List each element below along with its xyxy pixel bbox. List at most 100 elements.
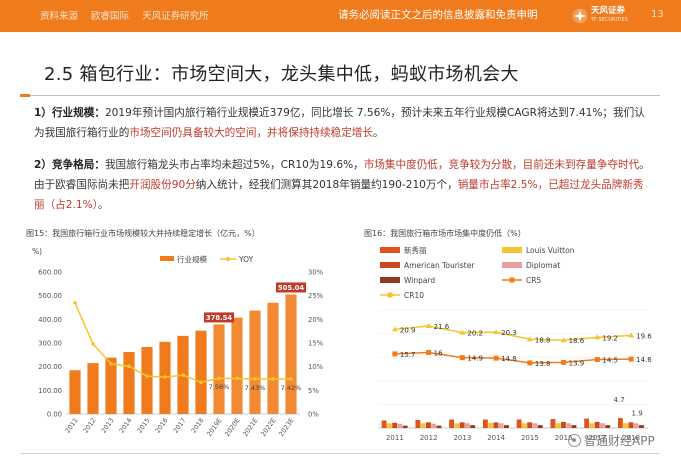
bar-market-size <box>249 310 261 414</box>
value-label-cr10: 20.9 <box>400 326 416 334</box>
logo-en-text: TF SECURITIES <box>591 17 628 23</box>
bar-2 <box>628 422 634 428</box>
x-tick-label: 2015 <box>136 417 152 435</box>
y-tick-left: 400.00 <box>38 316 62 324</box>
x-tick-label: 2015 <box>521 434 539 442</box>
y-tick-left: 600.00 <box>38 269 62 277</box>
value-label-cr5: 13.8 <box>535 360 551 368</box>
bar-0 <box>482 419 488 428</box>
point-cr5 <box>459 355 465 361</box>
point-cr5 <box>527 360 533 366</box>
bar-1 <box>420 423 426 428</box>
legend-label-0: 新秀丽 <box>404 245 427 255</box>
point-yoy <box>235 376 239 381</box>
x-tick-label: 2021E <box>241 417 259 439</box>
x-tick-label: 2013 <box>453 434 471 442</box>
legend-marker-5 <box>509 277 515 283</box>
bar-market-size <box>105 357 117 414</box>
header-source-item: 天风证券研究所 <box>142 11 209 22</box>
bar-market-size <box>69 370 81 414</box>
x-tick-label: 2020E <box>223 417 241 439</box>
point-yoy <box>217 376 221 381</box>
logo-icon <box>572 8 588 24</box>
point-yoy <box>199 380 203 385</box>
legend-swatch-market-size <box>160 256 174 261</box>
y-tick-right: 15% <box>308 340 324 348</box>
value-label-cr10: 18.6 <box>569 337 585 345</box>
x-tick-label: 2017 <box>588 434 606 442</box>
bar-market-size <box>285 294 297 414</box>
header-bar <box>0 0 681 32</box>
x-tick-label: 2022E <box>259 417 277 439</box>
para2-label: 2）竞争格局： <box>34 159 105 171</box>
bar-market-size <box>213 324 225 414</box>
bar-4 <box>571 425 577 428</box>
title-divider-accent <box>20 94 30 97</box>
point-yoy <box>271 377 275 381</box>
bar-4 <box>402 425 408 428</box>
point-cr10 <box>391 326 398 332</box>
bar-market-size <box>123 351 135 414</box>
legend-swatch-4 <box>380 277 400 283</box>
x-tick-label: 2016 <box>154 417 170 435</box>
watermark: 智通财经APP <box>568 432 655 449</box>
para1-highlight: 市场空间仍具备较大的空间，并将保持持续稳定增长 <box>129 127 373 139</box>
para1-text: 2019年预计国内旅行箱行业规模近379亿，同比增长 7.56%，预计未来五年行… <box>34 107 645 139</box>
bar-0 <box>584 418 590 428</box>
point-cr5 <box>426 349 432 355</box>
legend-label-market-size: 行业规模 <box>177 254 207 264</box>
extra-label-2018-top: 4.7 <box>614 396 625 404</box>
bar-4 <box>639 425 644 428</box>
point-yoy <box>253 377 257 381</box>
bar-1 <box>521 423 527 428</box>
bar-3 <box>600 423 605 428</box>
bottom-divider <box>20 453 660 454</box>
value-label-cr5: 14.5 <box>602 357 618 365</box>
bar-4 <box>470 425 476 428</box>
logo-cn-text: 天风证券 <box>591 6 626 16</box>
legend-label-yoy: YOY <box>238 255 254 264</box>
y-tick-left: 500.00 <box>38 292 62 300</box>
bar-2 <box>527 422 533 428</box>
point-cr10 <box>459 329 466 335</box>
bar-3 <box>465 423 470 428</box>
y-tick-left: 300.00 <box>38 340 62 348</box>
bar-market-size <box>267 302 279 414</box>
x-tick-label: 2019E <box>205 417 223 439</box>
para2-text-3: 纳入统计，经我们测算其2018年销量约190-210万个， <box>195 179 458 191</box>
y-tick-right: 10% <box>308 363 324 371</box>
bar-2 <box>493 422 499 428</box>
bar-market-size <box>231 317 243 414</box>
para2-text-2: 。由于欧睿国际尚未把 <box>34 159 650 191</box>
point-yoy <box>127 364 131 368</box>
bar-1 <box>623 423 629 428</box>
bar-0 <box>381 420 387 428</box>
x-tick-label: 2011 <box>64 417 80 435</box>
bar-market-size <box>195 330 207 414</box>
point-cr10 <box>628 332 635 338</box>
bar-4 <box>504 425 509 428</box>
bar-3 <box>431 423 437 428</box>
bar-2 <box>392 422 398 428</box>
legend-label-6: CR10 <box>404 291 424 300</box>
para2-highlight-2: 开润股份90分 <box>129 179 196 191</box>
x-tick-label: 2012 <box>420 434 438 442</box>
x-tick-label: 2014 <box>487 434 505 442</box>
point-cr10 <box>493 329 500 335</box>
header-source-item: 欧睿国际 <box>91 11 130 22</box>
value-label-cr5: 16 <box>434 349 443 357</box>
header-source-list: 资料来源 欧睿国际 天风证券研究所 <box>40 8 219 22</box>
y-tick-right: 0% <box>308 411 319 419</box>
concentration-chart: 新秀丽 Louis Vuitton American Tourister Diplom… <box>378 245 652 442</box>
x-tick-label: 2018 <box>190 417 206 435</box>
title-divider <box>20 95 660 96</box>
value-label-cr5: 13.9 <box>569 359 585 367</box>
para1-label: 1）行业规模： <box>34 107 105 119</box>
line-cr10 <box>394 325 632 341</box>
bar-0 <box>617 418 623 428</box>
header-source-item: 资料来源 <box>40 11 79 22</box>
page-number: 13 <box>651 9 664 20</box>
legend-marker-yoy <box>226 257 230 261</box>
point-cr10 <box>425 323 432 329</box>
bar-4 <box>436 425 442 428</box>
